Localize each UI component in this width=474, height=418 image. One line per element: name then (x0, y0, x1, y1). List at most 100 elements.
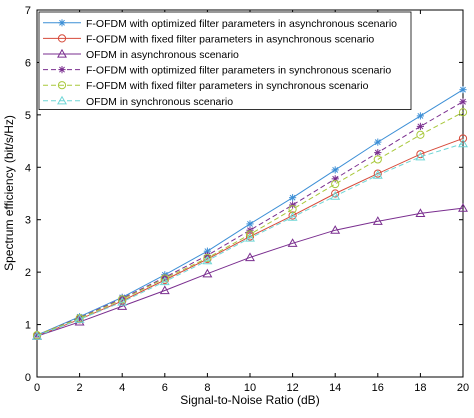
data-point (458, 134, 468, 143)
data-point (372, 216, 383, 225)
y-axis-label: Spectrum efficiency (bit/s/Hz) (2, 115, 16, 271)
y-tick-label: 4 (25, 162, 31, 174)
data-point (203, 253, 212, 263)
x-tick-label: 0 (34, 382, 40, 394)
series-line (36, 101, 464, 336)
marker-stroke (289, 202, 296, 208)
data-point (416, 130, 425, 139)
data-point (331, 189, 340, 198)
data-point (373, 155, 382, 164)
data-point (416, 112, 424, 120)
data-series (32, 86, 468, 341)
marker-stroke (374, 149, 381, 156)
marker-stroke (247, 220, 253, 227)
data-point (288, 211, 297, 220)
x-tick-label: 6 (162, 382, 168, 394)
data-point (287, 211, 298, 221)
data-point (246, 220, 254, 228)
data-point (74, 314, 85, 323)
y-tick-label: 2 (25, 267, 31, 279)
data-point (289, 194, 297, 202)
data-point (159, 285, 170, 295)
legend: F-OFDM with optimized filter parameters … (38, 11, 412, 110)
legend-entry: OFDM in asynchronous scenario (43, 48, 239, 61)
legend-marker (57, 81, 67, 90)
data-point (245, 252, 255, 262)
data-point (416, 122, 424, 130)
y-tick-label: 3 (25, 215, 31, 227)
x-tick-label: 8 (204, 382, 210, 394)
marker-stroke (247, 227, 253, 234)
x-tick-label: 14 (329, 382, 341, 394)
series-line (36, 137, 464, 337)
x-tick-label: 12 (286, 382, 298, 394)
legend-marker (57, 34, 67, 43)
y-tick-label: 0 (25, 372, 31, 384)
legend-label: OFDM in synchronous scenario (86, 96, 233, 108)
data-point (416, 150, 425, 159)
legend-label: OFDM in asynchronous scenario (86, 49, 239, 61)
marker-stroke (374, 139, 381, 146)
data-point (118, 295, 127, 304)
data-point (117, 301, 128, 310)
data-point (459, 86, 467, 94)
legend-entry: F-OFDM with fixed filter parameters in s… (43, 80, 369, 92)
x-tick-label: 20 (457, 382, 469, 394)
y-tick-label: 1 (25, 320, 31, 332)
data-point (202, 255, 213, 265)
series-6 (32, 138, 468, 340)
data-point (415, 208, 426, 218)
legend-entry: F-OFDM with optimized filter parameters … (43, 65, 391, 77)
series-line (36, 207, 464, 337)
data-point (245, 232, 255, 242)
legend-marker (58, 19, 66, 27)
data-point (374, 138, 382, 146)
y-tick-label: 6 (25, 57, 31, 69)
data-point (330, 225, 341, 234)
marker-stroke (417, 123, 424, 130)
y-tick-label: 5 (25, 110, 31, 122)
data-point (458, 203, 468, 212)
legend-entry: OFDM in synchronous scenario (43, 95, 233, 108)
marker-stroke (417, 112, 424, 119)
x-tick-label: 2 (77, 382, 83, 394)
data-point (331, 166, 339, 174)
legend-marker (58, 66, 66, 74)
x-tick-label: 18 (414, 382, 426, 394)
legend-marker (57, 48, 67, 58)
data-point (203, 247, 211, 255)
data-point (246, 226, 254, 234)
marker-stroke (204, 252, 211, 259)
marker-stroke (59, 19, 65, 26)
x-axis-label: Signal-to-Noise Ratio (dB) (180, 393, 319, 407)
legend-entry: F-OFDM with optimized filter parameters … (43, 18, 397, 30)
data-point (287, 238, 298, 247)
data-point (202, 268, 213, 278)
series-line (36, 143, 464, 337)
data-point (159, 276, 170, 286)
legend-label: F-OFDM with fixed filter parameters in a… (86, 33, 374, 45)
legend-marker (57, 95, 67, 105)
x-tick-label: 4 (119, 382, 125, 394)
marker-stroke (289, 194, 296, 201)
legend-label: F-OFDM with optimized filter parameters … (86, 18, 397, 30)
marker-stroke (460, 86, 466, 93)
marker-stroke (59, 66, 65, 73)
data-point (289, 201, 297, 209)
data-point (331, 179, 340, 189)
legend-label: F-OFDM with fixed filter parameters in s… (86, 80, 369, 92)
legend-box (38, 11, 412, 110)
x-tick-label: 16 (372, 382, 384, 394)
data-point (415, 151, 426, 161)
data-point (458, 108, 468, 117)
data-point (459, 98, 467, 106)
data-point (374, 149, 382, 157)
data-point (330, 191, 341, 200)
y-tick-label: 7 (25, 5, 31, 17)
data-point (117, 296, 128, 306)
data-point (372, 170, 383, 179)
data-point (32, 330, 42, 340)
